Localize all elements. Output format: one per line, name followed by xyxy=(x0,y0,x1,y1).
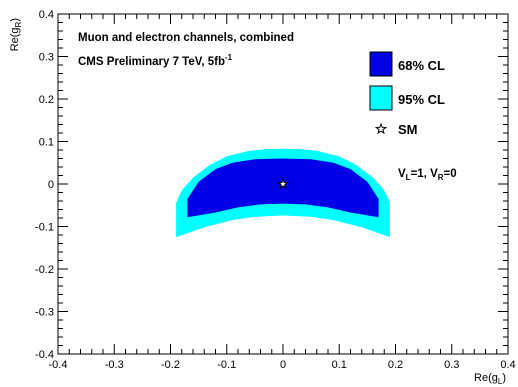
y-axis-title: Re(gR) xyxy=(9,18,23,51)
y-tick-label: -0.2 xyxy=(35,264,54,276)
x-tick-label: 0.4 xyxy=(500,359,515,371)
legend-swatch-95cl xyxy=(369,85,393,111)
legend: 68% CL 95% CL SM xyxy=(369,51,445,137)
y-tick-label: -0.3 xyxy=(35,307,54,319)
annotation-couplings: VL=1, VR=0 xyxy=(398,168,457,182)
y-tick-label: 0 xyxy=(48,179,54,191)
x-tick-label: 0.3 xyxy=(444,359,459,371)
legend-label-sm: SM xyxy=(398,122,418,137)
region-68cl xyxy=(187,158,379,218)
legend-label-95cl: 95% CL xyxy=(398,92,445,107)
x-tick-label: -0.1 xyxy=(217,359,236,371)
y-tick-label: -0.1 xyxy=(35,222,54,234)
y-tick-label: 0.3 xyxy=(39,52,54,64)
x-tick-label: -0.2 xyxy=(161,359,180,371)
x-tick-label: 0.1 xyxy=(332,359,347,371)
y-tick-label: 0.4 xyxy=(39,9,54,21)
axes: -0.4 -0.3 -0.2 -0.1 0 0.1 0.2 0.3 0.4 -0.4 -0.3 -0.… xyxy=(35,9,516,371)
y-tick-label: -0.4 xyxy=(35,349,54,361)
x-tick-label: -0.4 xyxy=(49,359,68,371)
x-axis-title: Re(gL) xyxy=(474,372,506,386)
x-tick-label: -0.3 xyxy=(105,359,124,371)
x-tick-label: 0 xyxy=(280,359,286,371)
y-tick-label: 0.2 xyxy=(39,94,54,106)
sm-point-star-icon xyxy=(277,178,289,189)
confidence-regions xyxy=(176,148,390,238)
x-tick-label: 0.2 xyxy=(388,359,403,371)
legend-star-icon xyxy=(374,122,388,135)
y-tick-label: 0.1 xyxy=(39,137,54,149)
legend-swatch-68cl xyxy=(369,51,393,77)
annotation-channels: Muon and electron channels, combined xyxy=(78,32,294,44)
legend-label-68cl: 68% CL xyxy=(398,58,445,73)
annotation-cms-preliminary: CMS Preliminary 7 TeV, 5fb-1 xyxy=(78,53,233,68)
